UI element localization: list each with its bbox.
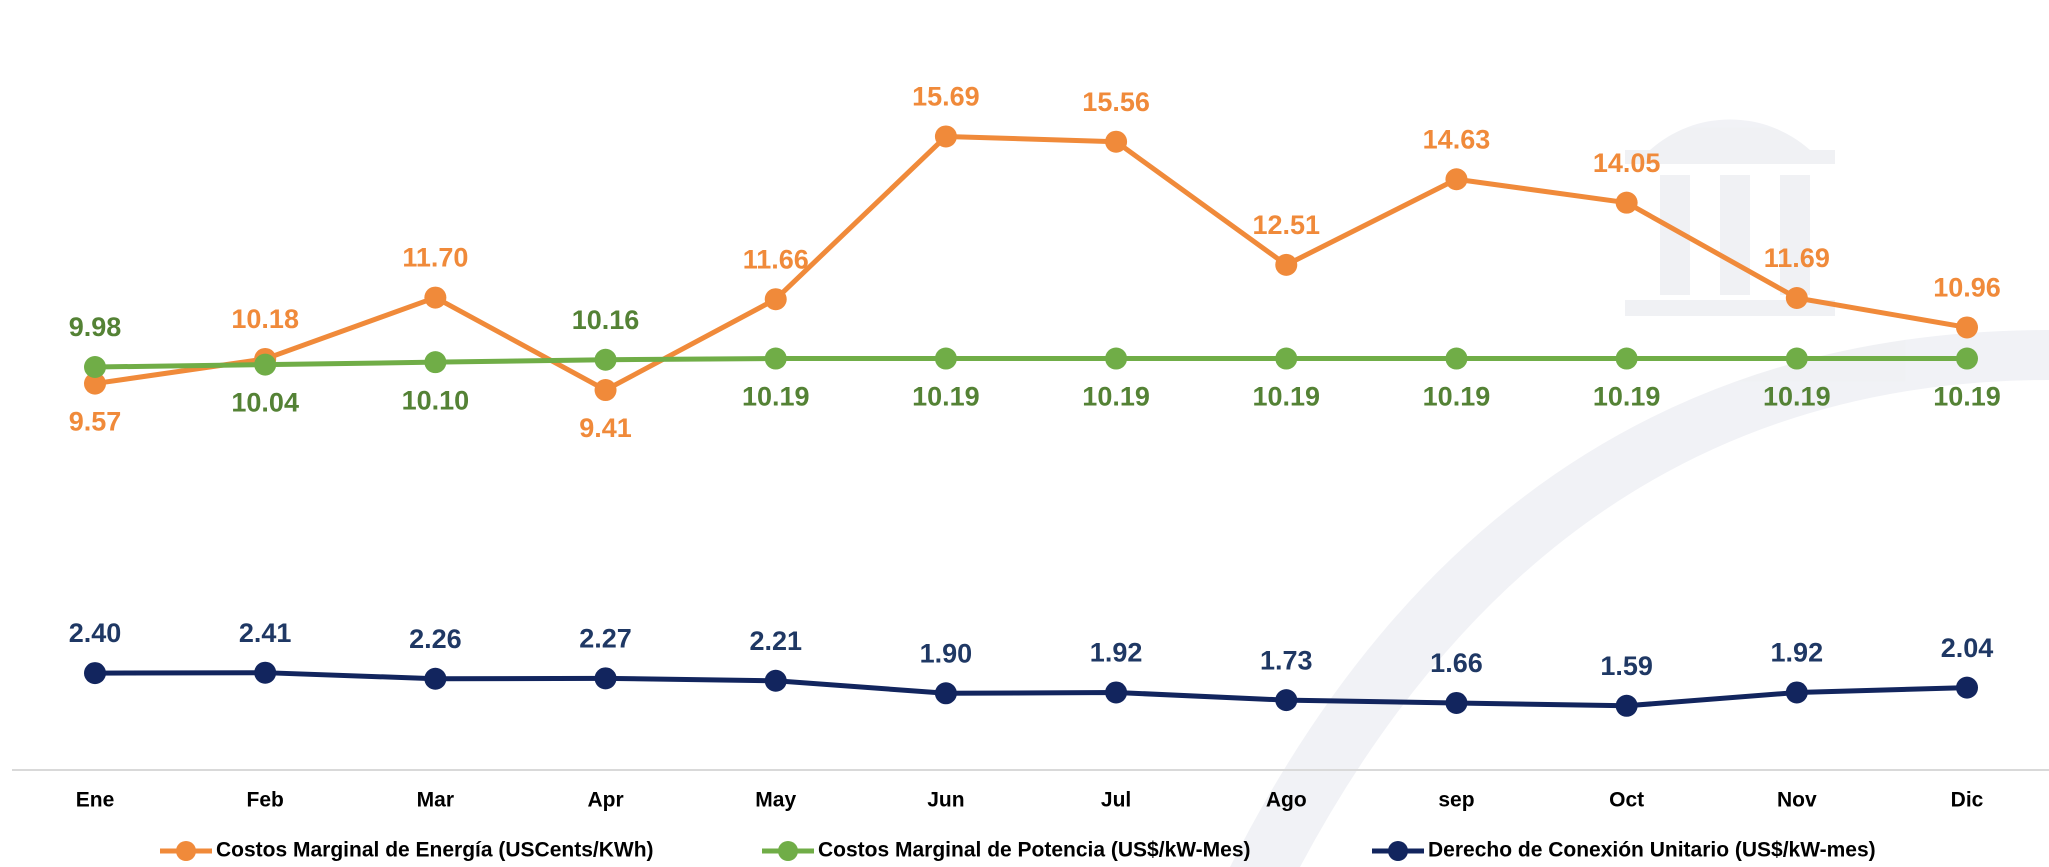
point bbox=[1956, 347, 1978, 370]
point bbox=[1785, 681, 1808, 704]
data-label: 2.41 bbox=[239, 618, 292, 648]
legend-label: Costos Marginal de Energía (USCents/KWh) bbox=[216, 839, 654, 862]
data-label: 2.26 bbox=[409, 624, 462, 654]
data-label: 10.04 bbox=[231, 388, 299, 418]
data-label: 1.90 bbox=[920, 638, 973, 668]
data-label: 10.19 bbox=[1933, 382, 2001, 412]
data-label: 15.56 bbox=[1082, 87, 1150, 117]
x-tick-label: Ene bbox=[76, 789, 115, 812]
point bbox=[764, 288, 787, 311]
data-label: 1.92 bbox=[1771, 638, 1824, 668]
data-label: 10.19 bbox=[912, 382, 980, 412]
data-label: 10.18 bbox=[231, 304, 299, 334]
x-tick-label: Nov bbox=[1777, 789, 1817, 812]
x-tick-label: Dic bbox=[1951, 789, 1984, 812]
data-label: 10.16 bbox=[572, 305, 640, 335]
data-label: 10.19 bbox=[1252, 382, 1320, 412]
data-label: 2.40 bbox=[69, 618, 122, 648]
point bbox=[1956, 316, 1978, 339]
legend-marker bbox=[1388, 841, 1408, 861]
data-label: 10.19 bbox=[1082, 382, 1150, 412]
legend-marker bbox=[176, 841, 196, 861]
x-tick-label: Ago bbox=[1266, 789, 1307, 812]
point bbox=[1445, 168, 1468, 191]
data-label: 10.19 bbox=[1423, 382, 1491, 412]
data-label: 9.98 bbox=[69, 312, 122, 342]
point bbox=[594, 667, 617, 690]
data-label: 10.19 bbox=[1593, 382, 1661, 412]
legend-label: Derecho de Conexión Unitario (US$/kW-mes… bbox=[1428, 839, 1876, 862]
x-tick-label: May bbox=[755, 789, 796, 812]
data-label: 11.69 bbox=[1764, 243, 1830, 273]
x-tick-label: Apr bbox=[587, 789, 623, 812]
data-label: 2.21 bbox=[749, 626, 802, 656]
data-label: 9.57 bbox=[69, 407, 122, 437]
data-label: 1.92 bbox=[1090, 638, 1143, 668]
series-line bbox=[94, 133, 1968, 393]
legend-label: Costos Marginal de Potencia (US$/kW-Mes) bbox=[818, 839, 1251, 862]
data-label: 10.19 bbox=[742, 382, 810, 412]
point bbox=[1615, 191, 1638, 214]
point bbox=[594, 348, 617, 371]
point bbox=[1275, 689, 1298, 712]
data-label: 14.05 bbox=[1593, 148, 1661, 178]
data-label: 11.66 bbox=[743, 244, 809, 274]
point bbox=[1105, 681, 1128, 704]
data-label: 9.41 bbox=[579, 413, 632, 443]
point bbox=[254, 661, 277, 684]
point bbox=[84, 662, 106, 685]
x-tick-label: Jul bbox=[1101, 789, 1131, 812]
point bbox=[1275, 253, 1298, 276]
point bbox=[764, 347, 787, 370]
x-tick-label: Mar bbox=[417, 789, 454, 812]
x-tick-label: sep bbox=[1438, 789, 1474, 812]
point bbox=[1615, 694, 1638, 717]
data-label: 12.51 bbox=[1252, 210, 1320, 240]
data-label: 11.70 bbox=[402, 243, 468, 273]
data-label: 10.10 bbox=[402, 385, 470, 415]
x-tick-label: Oct bbox=[1609, 789, 1644, 812]
point bbox=[1275, 347, 1298, 370]
data-label: 14.63 bbox=[1423, 124, 1491, 154]
point bbox=[84, 356, 106, 379]
point bbox=[1785, 347, 1808, 370]
point bbox=[1956, 676, 1978, 699]
point bbox=[764, 669, 787, 692]
x-tick-label: Jun bbox=[927, 789, 964, 812]
point bbox=[1105, 130, 1128, 153]
watermark bbox=[1230, 119, 2049, 867]
data-label: 2.04 bbox=[1941, 633, 1994, 663]
point bbox=[1445, 347, 1468, 370]
data-label: 15.69 bbox=[912, 82, 980, 112]
point bbox=[1445, 691, 1468, 714]
point bbox=[934, 125, 957, 148]
legend-marker bbox=[778, 841, 798, 861]
point bbox=[934, 682, 957, 705]
series-line bbox=[94, 670, 1968, 709]
point bbox=[254, 353, 277, 376]
point bbox=[1615, 347, 1638, 370]
point bbox=[1785, 286, 1808, 309]
data-label: 10.96 bbox=[1933, 273, 2001, 303]
point bbox=[1105, 347, 1128, 370]
data-label: 10.19 bbox=[1763, 382, 1831, 412]
point bbox=[84, 372, 106, 395]
point bbox=[594, 379, 617, 402]
point bbox=[424, 286, 447, 309]
data-label: 1.66 bbox=[1430, 648, 1483, 678]
point bbox=[934, 347, 957, 370]
point bbox=[424, 351, 447, 374]
point bbox=[424, 667, 447, 690]
data-label: 1.73 bbox=[1260, 645, 1313, 675]
series-line bbox=[94, 356, 1967, 370]
data-label: 2.27 bbox=[579, 623, 632, 653]
x-tick-label: Feb bbox=[247, 789, 284, 812]
data-label: 1.59 bbox=[1600, 651, 1653, 681]
